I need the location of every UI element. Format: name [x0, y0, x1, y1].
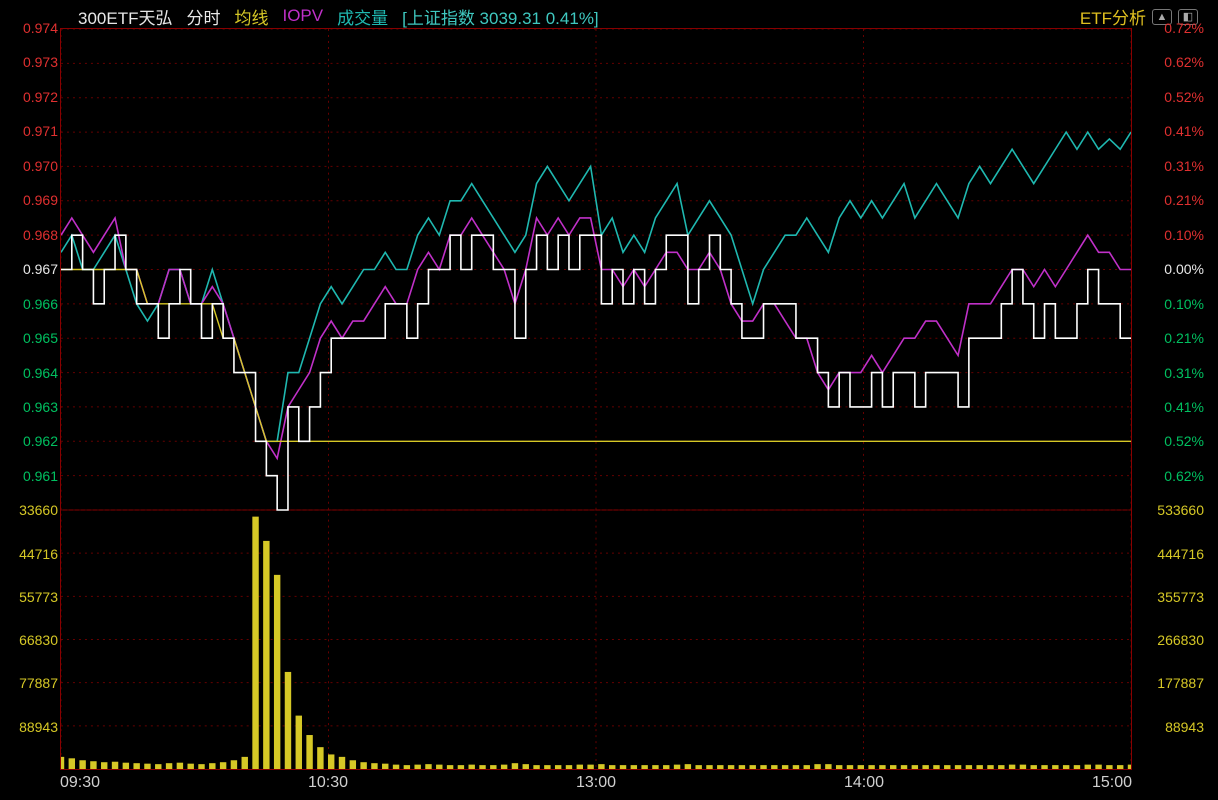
axis-tick-label: 444716 — [1157, 546, 1204, 562]
axis-tick-label: 0.966 — [23, 296, 58, 312]
axis-tick-label: 0.973 — [23, 54, 58, 70]
axis-tick-label: 66830 — [19, 632, 58, 648]
axis-tick-label: 0.31% — [1164, 365, 1204, 381]
axis-tick-label: 0.963 — [23, 399, 58, 415]
x-tick-label: 10:30 — [308, 774, 348, 792]
axis-tick-label: 0.967 — [23, 261, 58, 277]
axis-tick-label: 0.974 — [23, 20, 58, 36]
axis-tick-label: 0.971 — [23, 123, 58, 139]
axis-tick-label: 0.968 — [23, 227, 58, 243]
axis-tick-label: 0.62% — [1164, 54, 1204, 70]
axis-tick-label: 77887 — [19, 675, 58, 691]
chart-svg — [61, 29, 1131, 769]
axis-tick-label: 0.72% — [1164, 20, 1204, 36]
tab-fenshi[interactable]: 分时 — [186, 4, 220, 29]
axis-tick-label: 88943 — [19, 719, 58, 735]
tab-junxian[interactable]: 均线 — [234, 4, 268, 29]
axis-tick-label: 0.52% — [1164, 89, 1204, 105]
index-quote[interactable]: [上证指数 3039.31 0.41%] — [402, 4, 599, 29]
axis-tick-label: 0.21% — [1164, 192, 1204, 208]
axis-tick-label: 266830 — [1157, 632, 1204, 648]
axis-tick-label: 0.964 — [23, 365, 58, 381]
x-tick-label: 13:00 — [576, 774, 616, 792]
tab-volume[interactable]: 成交量 — [337, 4, 388, 29]
axis-tick-label: 0.970 — [23, 158, 58, 174]
axis-tick-label: 0.00% — [1164, 261, 1204, 277]
tab-iopv[interactable]: IOPV — [282, 6, 323, 26]
chart-plot-area[interactable] — [60, 28, 1132, 770]
axis-tick-label: 44716 — [19, 546, 58, 562]
axis-tick-label: 0.31% — [1164, 158, 1204, 174]
security-title[interactable]: 300ETF天弘 — [78, 4, 172, 29]
axis-tick-label: 0.961 — [23, 468, 58, 484]
axis-tick-label: 0.10% — [1164, 296, 1204, 312]
x-axis: 09:30 10:30 13:00 14:00 15:00 — [60, 774, 1132, 796]
etf-analysis-link[interactable]: ETF分析 — [1080, 4, 1146, 29]
axis-tick-label: 0.41% — [1164, 123, 1204, 139]
axis-tick-label: 0.52% — [1164, 433, 1204, 449]
axis-tick-label: 0.41% — [1164, 399, 1204, 415]
axis-tick-label: 0.972 — [23, 89, 58, 105]
axis-tick-label: 0.962 — [23, 433, 58, 449]
axis-tick-label: 55773 — [19, 589, 58, 605]
axis-tick-label: 0.62% — [1164, 468, 1204, 484]
x-tick-label: 14:00 — [844, 774, 884, 792]
axis-tick-label: 88943 — [1165, 719, 1204, 735]
x-tick-label: 15:00 — [1092, 774, 1132, 792]
axis-tick-label: 355773 — [1157, 589, 1204, 605]
axis-tick-label: 0.21% — [1164, 330, 1204, 346]
axis-tick-label: 33660 — [19, 502, 58, 518]
axis-tick-label: 0.969 — [23, 192, 58, 208]
chart-header: 300ETF天弘 分时 均线 IOPV 成交量 [上证指数 3039.31 0.… — [0, 4, 1218, 28]
axis-tick-label: 533660 — [1157, 502, 1204, 518]
axis-tick-label: 177887 — [1157, 675, 1204, 691]
axis-tick-label: 0.10% — [1164, 227, 1204, 243]
axis-tick-label: 0.965 — [23, 330, 58, 346]
x-tick-label: 09:30 — [60, 774, 100, 792]
